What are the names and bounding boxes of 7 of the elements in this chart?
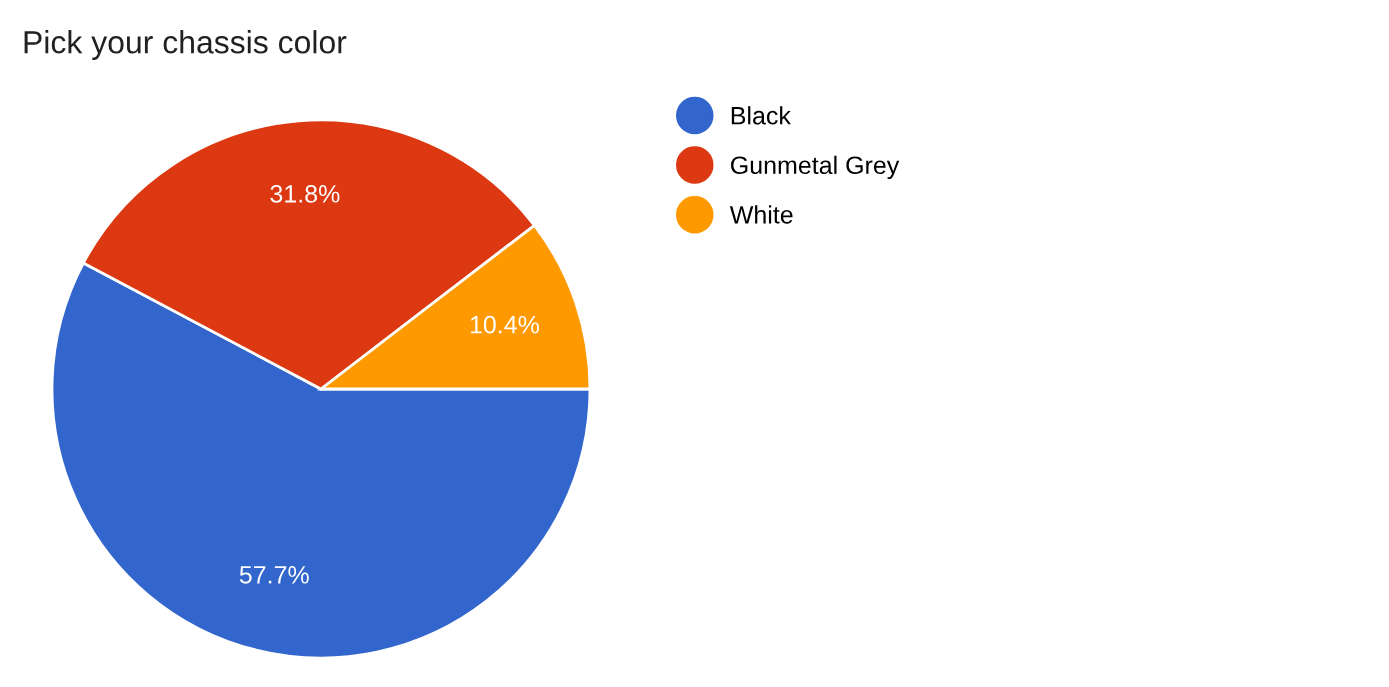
data-label: 10.4% <box>470 315 539 334</box>
legend-label: Black <box>731 106 791 125</box>
data-label: 57.7% <box>239 566 309 584</box>
chart-title: Pick your chassis color <box>24 30 347 60</box>
data-label: 31.8% <box>270 185 340 203</box>
legend-label: Gunmetal Grey <box>731 155 900 180</box>
legend-label: White <box>729 205 793 224</box>
